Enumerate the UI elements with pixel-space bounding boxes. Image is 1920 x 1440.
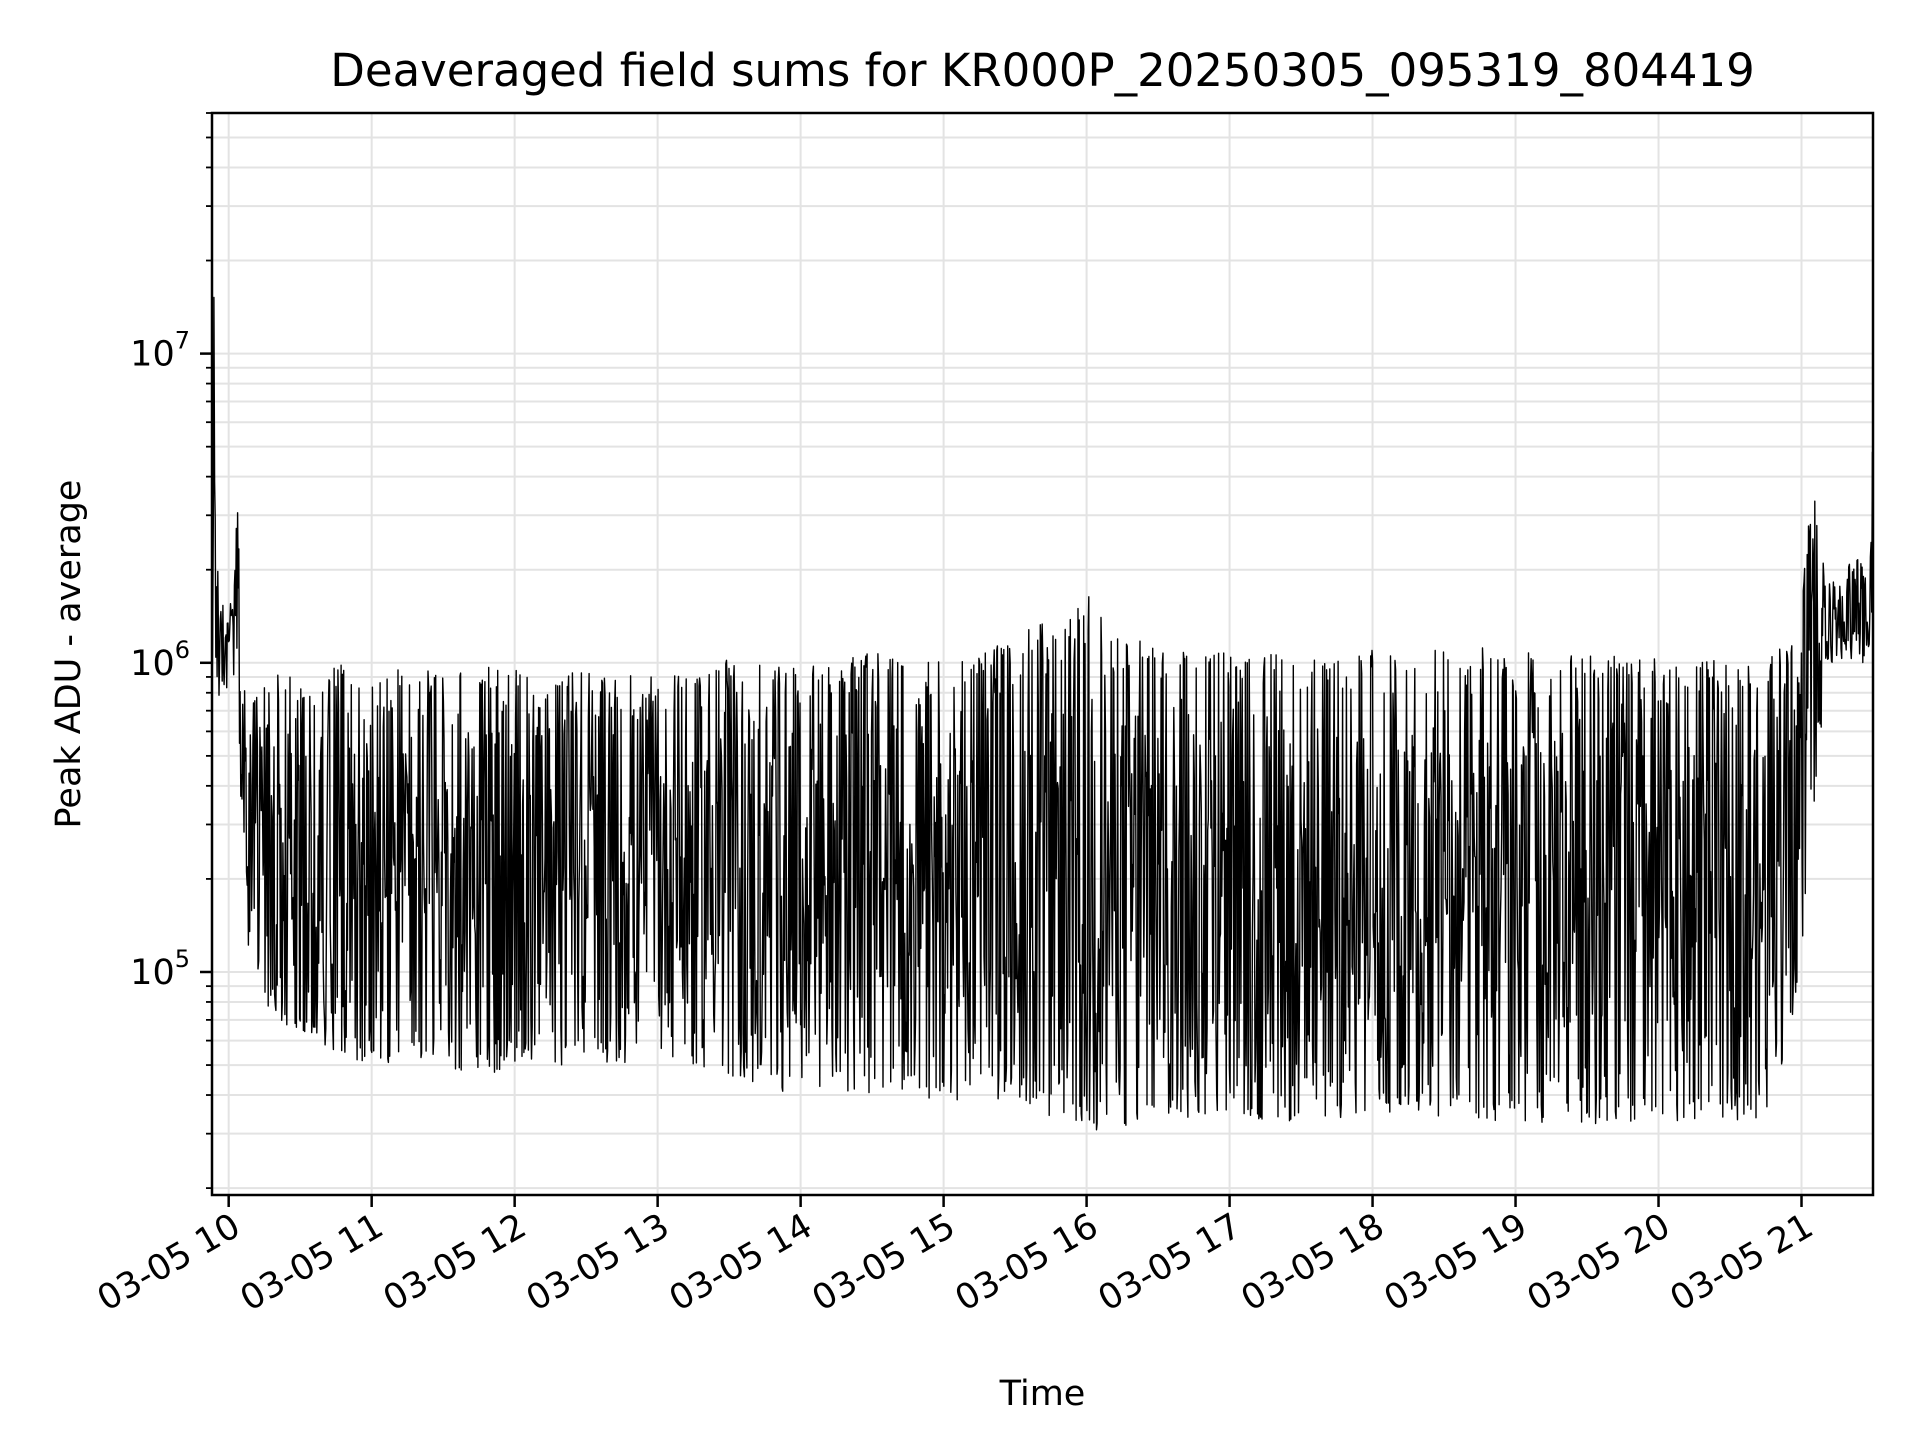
y-tick-label: 106: [130, 636, 190, 684]
y-tick-label: 105: [130, 945, 190, 993]
plot-frame: [210, 111, 1875, 1197]
data-series-line: [211, 296, 1874, 1131]
y-tick-label: 107: [130, 327, 190, 375]
y-axis: 105 106 107: [130, 112, 212, 1190]
plot-area: [211, 296, 1874, 1131]
y-axis-label: Peak ADU - average: [49, 480, 89, 829]
x-axis-label: Time: [999, 1374, 1086, 1414]
chart-title: Deaveraged field sums for KR000P_2025030…: [330, 44, 1754, 97]
